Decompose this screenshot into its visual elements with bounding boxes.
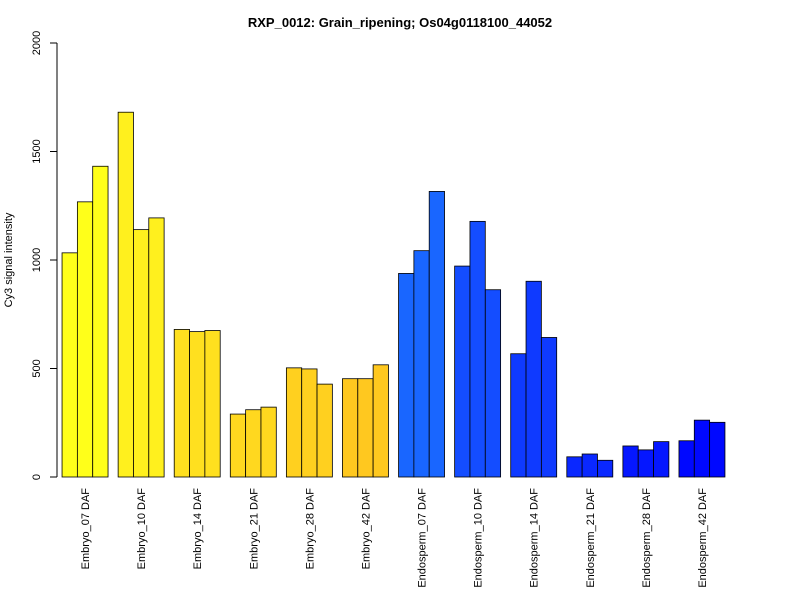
- bar: [204, 330, 221, 478]
- bar: [454, 265, 471, 478]
- bars: [61, 111, 726, 478]
- category-label: Embryo_42 DAF: [360, 488, 372, 570]
- category-label: Endosperm_21 DAF: [585, 488, 597, 588]
- chart-title: RXP_0012: Grain_ripening; Os04g0118100_4…: [248, 15, 552, 30]
- bar: [469, 220, 486, 478]
- y-tick-label: 500: [31, 359, 43, 377]
- y-tick-label: 0: [31, 474, 43, 480]
- bar: [173, 329, 190, 478]
- bar: [709, 421, 726, 478]
- bar: [525, 280, 542, 478]
- bar: [316, 383, 333, 478]
- category-label: Endosperm_07 DAF: [417, 488, 429, 588]
- bar: [510, 353, 527, 478]
- bar: [413, 250, 430, 478]
- bar: [133, 229, 150, 478]
- bar: [342, 378, 359, 478]
- y-tick-label: 1500: [31, 139, 43, 163]
- bar: [637, 449, 654, 478]
- category-label: Embryo_07 DAF: [80, 488, 92, 570]
- y-axis: 0 500 1000 1500 2000: [31, 31, 58, 480]
- bar: [622, 445, 639, 478]
- bar: [428, 191, 445, 478]
- category-label: Endosperm_10 DAF: [473, 488, 485, 588]
- bar: [678, 440, 695, 478]
- bar: [245, 409, 262, 478]
- bar: [540, 337, 558, 478]
- bar: [285, 367, 303, 478]
- bar: [229, 413, 247, 478]
- category-label: Embryo_10 DAF: [136, 488, 148, 570]
- bar: [566, 456, 583, 478]
- bar: [189, 331, 206, 478]
- bar: [148, 217, 165, 478]
- bar: [92, 165, 109, 478]
- category-label: Endosperm_14 DAF: [529, 488, 541, 588]
- y-axis-label: Cy3 signal intensity: [3, 212, 15, 307]
- bar: [398, 273, 415, 478]
- bar: [357, 378, 374, 478]
- bar: [653, 441, 670, 478]
- bar: [372, 364, 389, 478]
- bar: [484, 289, 502, 478]
- category-label: Embryo_21 DAF: [248, 488, 260, 570]
- y-tick-label: 2000: [31, 31, 43, 55]
- category-label: Endosperm_42 DAF: [697, 488, 709, 588]
- bar: [597, 459, 614, 478]
- category-labels: Embryo_07 DAF Embryo_10 DAF Embryo_14 DAF E…: [80, 488, 709, 588]
- bar: [61, 252, 78, 478]
- bar: [117, 111, 134, 478]
- bar: [260, 406, 277, 478]
- category-label: Endosperm_28 DAF: [641, 488, 653, 588]
- bar: [693, 419, 711, 478]
- y-tick-label: 1000: [31, 248, 43, 272]
- category-label: Embryo_28 DAF: [304, 488, 316, 570]
- bar: [581, 453, 598, 478]
- category-label: Embryo_14 DAF: [192, 488, 204, 570]
- bar: [301, 368, 318, 478]
- bar: [76, 201, 94, 478]
